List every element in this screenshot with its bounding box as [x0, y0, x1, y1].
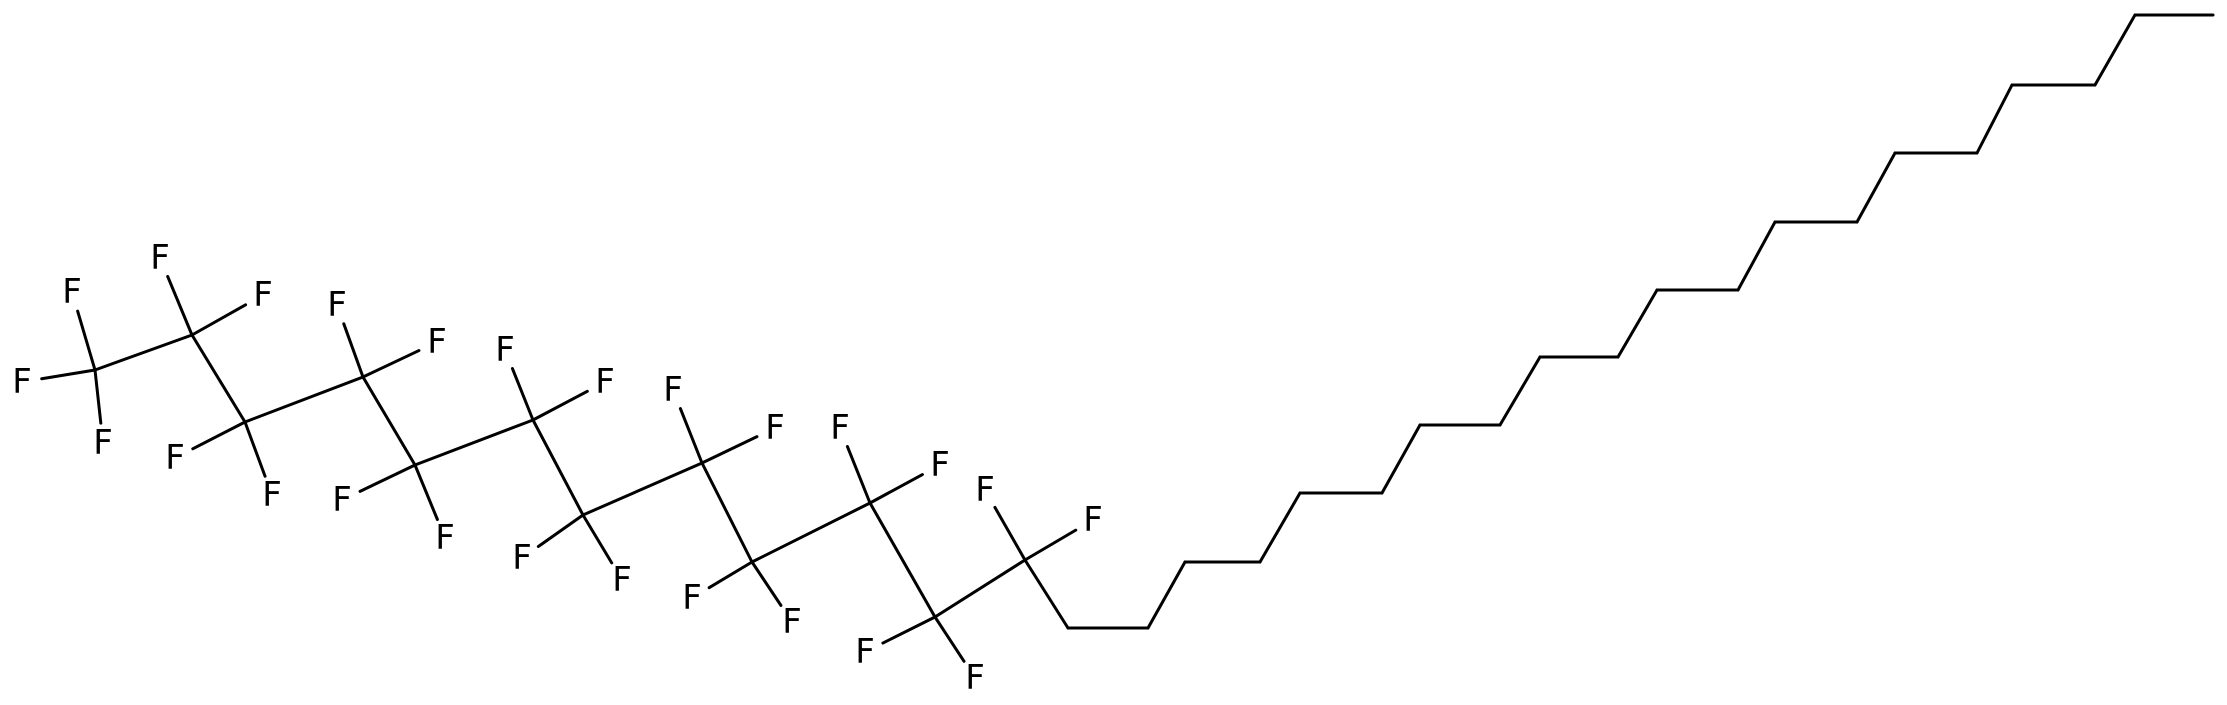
fluorine-atom-label: F	[435, 518, 455, 558]
fluorine-atom-label: F	[975, 470, 995, 510]
cf-bond	[993, 505, 1027, 562]
cf-bond	[933, 615, 966, 663]
fluorine-atom-label: F	[765, 408, 785, 448]
fluorine-atom-label: F	[855, 632, 875, 672]
fluorine-atom-label: F	[663, 370, 683, 410]
fluorine-atom-label: F	[495, 330, 515, 370]
cc-bond	[93, 333, 194, 372]
cf-bond	[881, 615, 937, 645]
cf-bond	[1023, 528, 1078, 562]
fluorine-atom-label: F	[327, 285, 347, 325]
fluorine-atom-label: F	[93, 423, 113, 463]
cf-bond	[581, 513, 614, 565]
fluorine-atom-label: F	[930, 445, 950, 485]
cf-bond	[510, 367, 535, 422]
cc-bond	[413, 418, 535, 467]
cf-bond	[358, 463, 417, 493]
cc-bond	[933, 558, 1027, 619]
cc-bond	[1023, 558, 1070, 630]
cf-bond	[93, 368, 103, 425]
cc-bond	[1258, 491, 1302, 564]
fluorine-atom-label: F	[427, 322, 447, 362]
cf-bond	[750, 560, 783, 607]
fluorine-atom-label: F	[150, 238, 170, 278]
cf-bond	[845, 445, 872, 505]
cc-bond	[1498, 355, 1542, 427]
cf-bond	[190, 303, 248, 337]
cf-bond	[536, 513, 585, 548]
cc-bond	[700, 461, 754, 564]
cf-bond	[531, 389, 589, 422]
fluorine-atom-label: F	[332, 480, 352, 520]
fluorine-atom-label: F	[62, 272, 82, 312]
cf-bond	[342, 322, 365, 379]
cf-bond	[243, 420, 267, 478]
fluorine-atom-label: F	[262, 475, 282, 515]
cc-bond	[1975, 83, 2014, 155]
cc-bond	[750, 501, 872, 564]
cc-bond	[531, 418, 585, 517]
cc-bond	[868, 501, 937, 619]
bond-layer	[40, 13, 2215, 663]
cf-bond	[700, 435, 759, 465]
fluorine-atom-label: F	[612, 560, 632, 600]
cc-bond	[190, 333, 247, 424]
cf-bond	[40, 368, 97, 381]
cc-bond	[361, 375, 417, 467]
fluorine-atom-label: F	[253, 275, 273, 315]
cf-bond	[76, 309, 97, 372]
cc-bond	[2093, 13, 2137, 87]
cc-bond	[1380, 423, 1422, 495]
fluorine-atom-label: F	[512, 538, 532, 578]
cf-bond	[166, 274, 194, 337]
fluorine-atom-label: F	[595, 362, 615, 402]
cf-bond	[678, 407, 704, 465]
fluorine-atom-label: F	[682, 578, 702, 618]
cc-bond	[1146, 560, 1187, 630]
cf-bond	[191, 420, 247, 451]
cf-bond	[413, 463, 439, 522]
fluorine-atom-label: F	[782, 602, 802, 642]
cc-bond	[1736, 220, 1777, 292]
fluorine-atom-label: F	[12, 362, 32, 402]
fluorine-atom-label: F	[165, 438, 185, 478]
cf-bond	[361, 349, 421, 379]
cf-bond	[868, 473, 924, 505]
cc-bond	[1616, 288, 1659, 359]
cc-bond	[243, 375, 365, 424]
cf-bond	[707, 560, 754, 590]
cc-bond	[1855, 151, 1897, 224]
cc-bond	[581, 461, 704, 517]
fluorine-atom-label: F	[965, 658, 985, 698]
fluorine-atom-label: F	[830, 408, 850, 448]
fluorine-atom-label: F	[1083, 500, 1103, 540]
